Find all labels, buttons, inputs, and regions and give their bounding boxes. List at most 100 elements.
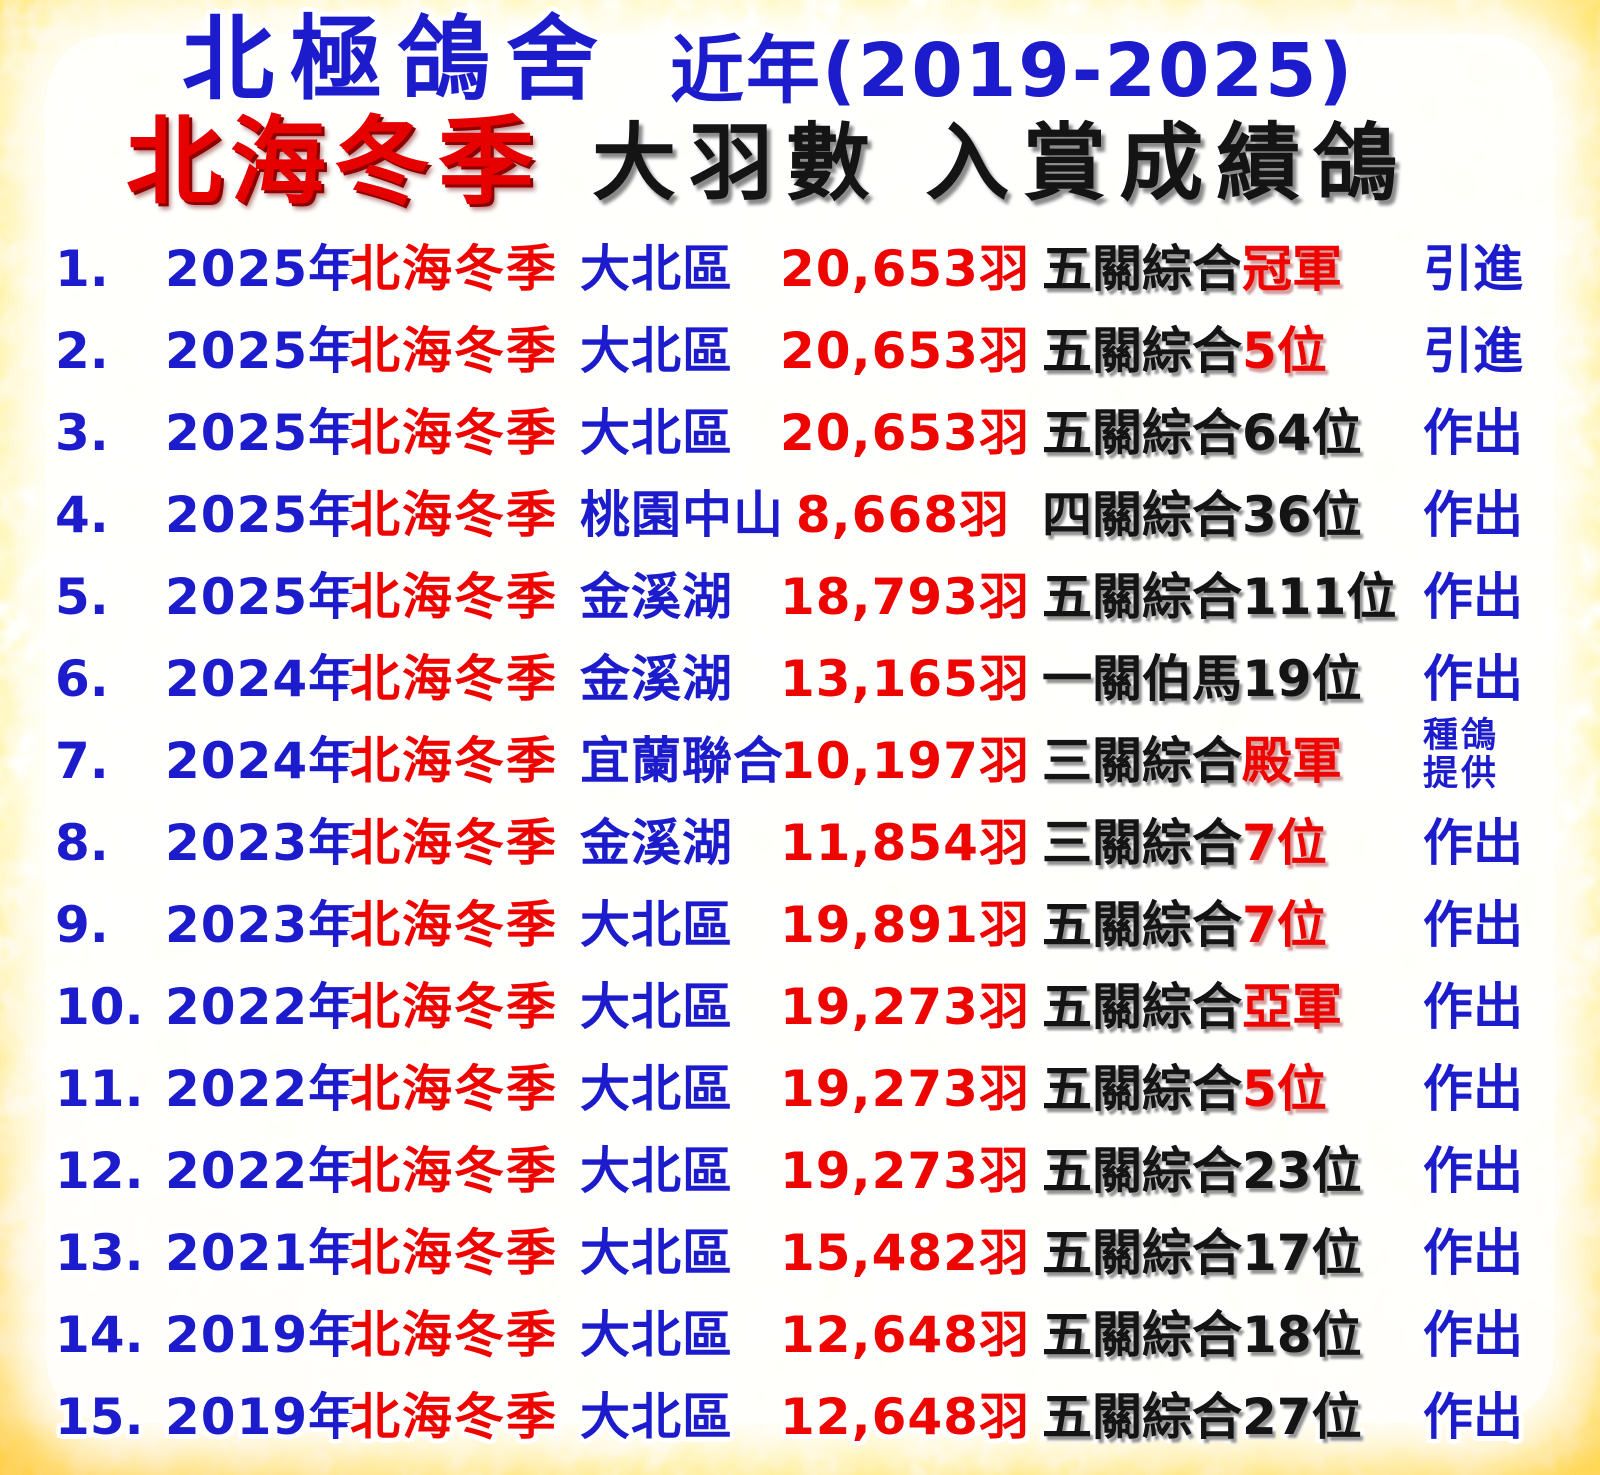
row-bird-count: 15,482羽 bbox=[780, 1224, 1030, 1282]
row-index: 2. bbox=[55, 322, 109, 380]
row-result-prefix: 五關綜合 bbox=[1042, 240, 1242, 298]
row-year: 2024年 bbox=[165, 650, 360, 708]
row-club: 金溪湖 bbox=[580, 650, 733, 708]
row-bird-count: 11,854羽 bbox=[780, 814, 1030, 872]
poster-header: 北極鴿舍 近年(2019-2025) 北海冬季 大羽數 入賞成績鴿 bbox=[0, 0, 1600, 228]
row-result-prefix: 五關綜合64位 bbox=[1042, 404, 1362, 462]
row-action-label: 作出 bbox=[1423, 978, 1523, 1036]
row-bird-count: 19,273羽 bbox=[780, 978, 1030, 1036]
row-year: 2023年 bbox=[165, 896, 360, 954]
row-year: 2022年 bbox=[165, 1060, 360, 1118]
row-action-label: 引進 bbox=[1423, 240, 1523, 298]
row-index: 15. bbox=[55, 1388, 144, 1446]
row-bird-count: 19,273羽 bbox=[780, 1142, 1030, 1200]
row-bird-count: 19,273羽 bbox=[780, 1060, 1030, 1118]
row-result: 五關綜合17位 bbox=[1010, 1228, 1395, 1278]
row-year: 2022年 bbox=[165, 978, 360, 1036]
row-result: 五關綜合111位 bbox=[1010, 572, 1396, 622]
row-action: 作出 bbox=[1395, 1064, 1565, 1114]
row-index: 11. bbox=[55, 1060, 144, 1118]
row-result: 五關綜合64位 bbox=[1010, 408, 1395, 458]
row-result-prefix: 四關綜合36位 bbox=[1042, 486, 1362, 544]
result-row: 4. 2025年 北海冬季 桃園中山 8,668羽 四關綜合36位 作出 bbox=[0, 474, 1600, 556]
row-index: 12. bbox=[55, 1142, 144, 1200]
row-club: 大北區 bbox=[580, 1306, 733, 1364]
result-row: 11. 2022年 北海冬季 大北區 19,273羽 五關綜合5位 作出 bbox=[0, 1048, 1600, 1130]
row-action: 作出 bbox=[1395, 1228, 1565, 1278]
row-season: 北海冬季 bbox=[350, 486, 558, 544]
row-result: 五關綜合5位 bbox=[1010, 1064, 1395, 1114]
row-action-label: 作出 bbox=[1423, 486, 1523, 544]
breeder-note-line2: 提供 bbox=[1423, 754, 1500, 794]
row-year: 2021年 bbox=[165, 1224, 360, 1282]
subtitle-line: 北海冬季 大羽數 入賞成績鴿 bbox=[126, 112, 1410, 213]
row-index: 10. bbox=[55, 978, 144, 1036]
row-action: 作出 bbox=[1395, 900, 1565, 950]
row-result-rank: 殿軍 bbox=[1242, 732, 1342, 790]
row-index: 6. bbox=[55, 650, 109, 708]
row-club: 大北區 bbox=[580, 896, 733, 954]
row-action-label: 作出 bbox=[1423, 1224, 1523, 1282]
result-row: 10. 2022年 北海冬季 大北區 19,273羽 五關綜合亞軍 作出 bbox=[0, 966, 1600, 1048]
result-row: 2. 2025年 北海冬季 大北區 20,653羽 五關綜合5位 引進 bbox=[0, 310, 1600, 392]
row-bird-count: 12,648羽 bbox=[780, 1306, 1030, 1364]
result-row: 12. 2022年 北海冬季 大北區 19,273羽 五關綜合23位 作出 bbox=[0, 1130, 1600, 1212]
row-year: 2023年 bbox=[165, 814, 360, 872]
row-year: 2025年 bbox=[165, 486, 360, 544]
row-action: 引進 bbox=[1395, 244, 1565, 294]
row-action-label: 引進 bbox=[1423, 322, 1523, 380]
row-season: 北海冬季 bbox=[350, 1388, 558, 1446]
row-result: 五關綜合27位 bbox=[1010, 1392, 1395, 1442]
row-action: 作出 bbox=[1395, 408, 1565, 458]
row-index: 1. bbox=[55, 240, 109, 298]
row-result-rank: 7位 bbox=[1242, 896, 1327, 954]
row-club: 大北區 bbox=[580, 1060, 733, 1118]
row-year: 2025年 bbox=[165, 568, 360, 626]
row-club: 大北區 bbox=[580, 1142, 733, 1200]
result-row: 14. 2019年 北海冬季 大北區 12,648羽 五關綜合18位 作出 bbox=[0, 1294, 1600, 1376]
row-action: 作出 bbox=[1395, 1146, 1565, 1196]
row-action-label: 作出 bbox=[1423, 1060, 1523, 1118]
row-season: 北海冬季 bbox=[350, 732, 558, 790]
row-result-rank: 冠軍 bbox=[1242, 240, 1342, 298]
row-year: 2025年 bbox=[165, 240, 360, 298]
row-year: 2019年 bbox=[165, 1388, 360, 1446]
result-row: 7. 2024年 北海冬季 宜蘭聯合 10,197羽 三關綜合殿軍 種鴿 提供 bbox=[0, 716, 1600, 802]
row-result: 五關綜合5位 bbox=[1010, 326, 1395, 376]
row-index: 7. bbox=[55, 732, 109, 790]
row-result-prefix: 五關綜合17位 bbox=[1042, 1224, 1362, 1282]
row-action: 作出 bbox=[1395, 818, 1565, 868]
result-row: 6. 2024年 北海冬季 金溪湖 13,165羽 一關伯馬19位 作出 bbox=[0, 638, 1600, 720]
row-index: 9. bbox=[55, 896, 109, 954]
row-club: 宜蘭聯合 bbox=[580, 732, 784, 790]
row-season: 北海冬季 bbox=[350, 240, 558, 298]
row-season: 北海冬季 bbox=[350, 1224, 558, 1282]
title-line: 北極鴿舍 近年(2019-2025) bbox=[182, 11, 1354, 109]
breeder-note: 種鴿 提供 bbox=[1423, 716, 1565, 794]
subtitle-season: 北海冬季 bbox=[126, 106, 542, 218]
row-year: 2022年 bbox=[165, 1142, 360, 1200]
row-club: 大北區 bbox=[580, 1224, 733, 1282]
row-bird-count: 20,653羽 bbox=[780, 404, 1030, 462]
row-bird-count: 12,648羽 bbox=[780, 1388, 1030, 1446]
results-list: 1. 2025年 北海冬季 大北區 20,653羽 五關綜合冠軍 引進 2. 2… bbox=[0, 228, 1600, 1458]
row-club: 大北區 bbox=[580, 1388, 733, 1446]
row-index: 13. bbox=[55, 1224, 144, 1282]
row-action: 引進 bbox=[1395, 326, 1565, 376]
row-result-prefix: 五關綜合18位 bbox=[1042, 1306, 1362, 1364]
row-club: 金溪湖 bbox=[580, 568, 733, 626]
result-row: 9. 2023年 北海冬季 大北區 19,891羽 五關綜合7位 作出 bbox=[0, 884, 1600, 966]
row-result: 四關綜合36位 bbox=[1010, 490, 1395, 540]
row-result: 五關綜合冠軍 bbox=[1010, 244, 1395, 294]
row-bird-count: 19,891羽 bbox=[780, 896, 1030, 954]
row-action: 作出 bbox=[1395, 490, 1565, 540]
row-club: 大北區 bbox=[580, 240, 733, 298]
row-action-label: 作出 bbox=[1423, 1306, 1523, 1364]
row-action-label: 作出 bbox=[1423, 404, 1523, 462]
row-season: 北海冬季 bbox=[350, 896, 558, 954]
row-season: 北海冬季 bbox=[350, 568, 558, 626]
row-year: 2024年 bbox=[165, 732, 360, 790]
row-result-prefix: 五關綜合23位 bbox=[1042, 1142, 1362, 1200]
